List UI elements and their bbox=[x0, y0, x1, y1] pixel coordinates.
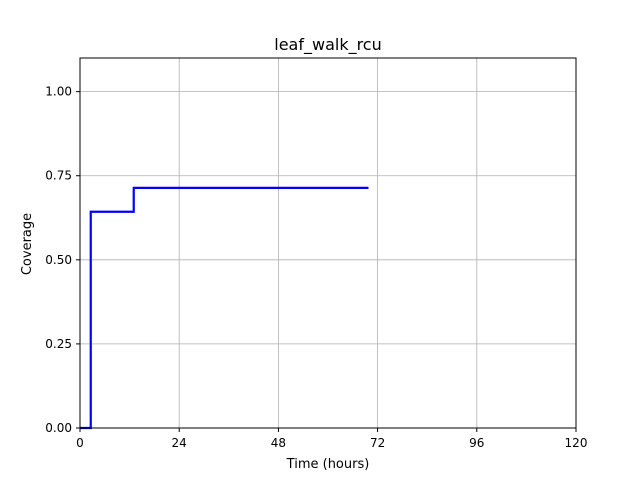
y-tick-label: 0.00 bbox=[45, 421, 72, 435]
x-tick-label: 48 bbox=[271, 436, 286, 450]
x-tick-label: 24 bbox=[172, 436, 187, 450]
x-axis-ticks: 0 24 48 72 96 120 bbox=[76, 428, 587, 450]
y-tick-label: 0.75 bbox=[45, 169, 72, 183]
y-tick-label: 0.25 bbox=[45, 337, 72, 351]
x-tick-label: 0 bbox=[76, 436, 84, 450]
x-tick-label: 120 bbox=[565, 436, 588, 450]
y-axis-label: Coverage bbox=[20, 213, 35, 275]
x-axis-label: Time (hours) bbox=[286, 457, 370, 472]
chart-title: leaf_walk_rcu bbox=[274, 35, 382, 55]
y-tick-label: 1.00 bbox=[45, 85, 72, 99]
x-tick-label: 72 bbox=[370, 436, 385, 450]
y-axis-ticks: 0.00 0.25 0.50 0.75 1.00 bbox=[45, 85, 80, 435]
y-tick-label: 0.50 bbox=[45, 253, 72, 267]
x-tick-label: 96 bbox=[469, 436, 484, 450]
plot-frame bbox=[79, 57, 577, 429]
